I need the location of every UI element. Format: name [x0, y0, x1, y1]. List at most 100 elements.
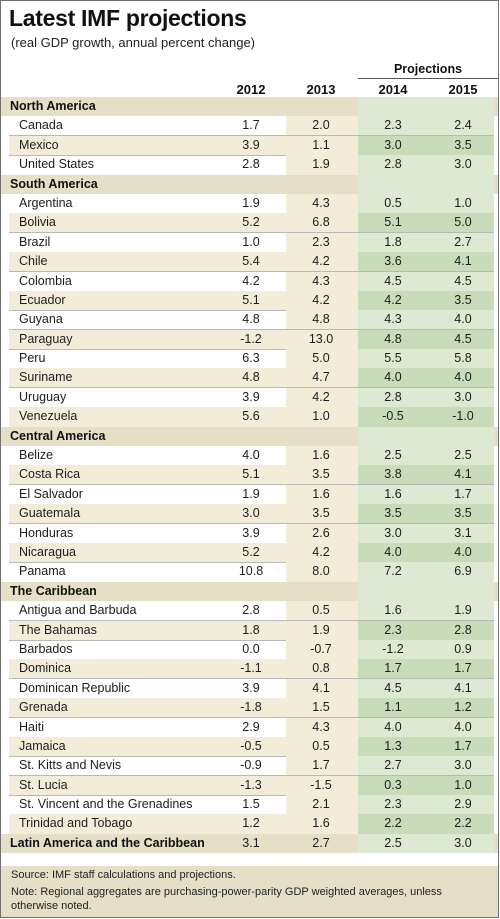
cell-shade	[286, 814, 358, 834]
cell-shade	[358, 504, 494, 524]
cell-shade	[216, 504, 286, 524]
value-2014: 0.5	[384, 195, 402, 210]
cell-shade	[358, 193, 494, 214]
value-2013: 4.7	[312, 370, 330, 385]
total-row: Latin America and the Caribbean 3.1 2.7 2.5…	[1, 833, 498, 854]
cell-shade	[286, 562, 358, 582]
cell-shade	[286, 349, 358, 369]
cell-shade	[358, 465, 494, 485]
row-label-chile: Chile	[19, 254, 48, 269]
row-label-dominican-republic: Dominican Republic	[19, 680, 131, 695]
table-row: The Bahamas 1.8 1.9 2.3 2.8	[1, 620, 498, 641]
value-2014: 4.5	[384, 680, 402, 695]
cell-shade	[358, 271, 494, 291]
cell-shade	[216, 290, 286, 311]
cell-shade	[358, 562, 494, 582]
value-2013: -1.5	[310, 777, 332, 792]
row-label-panama: Panama	[19, 564, 66, 579]
value-2013: 1.9	[312, 157, 330, 172]
value-2013: 6.8	[312, 215, 330, 230]
table-row: Canada 1.7 2.0 2.3 2.4	[1, 116, 498, 137]
row-label-guatemala: Guatemala	[19, 506, 81, 521]
cell-shade	[286, 620, 358, 640]
cell-shade	[216, 620, 286, 640]
cell-shade	[286, 736, 358, 757]
value-2014: 3.5	[384, 506, 402, 521]
value-2012: 4.2	[242, 273, 260, 288]
cell-shade	[358, 310, 494, 330]
table-row: Brazil 1.0 2.3 1.8 2.7	[1, 232, 498, 253]
value-2013: 4.2	[312, 254, 330, 269]
value-2015: 2.2	[454, 816, 472, 831]
cell-shade	[358, 252, 494, 272]
cell-shade	[9, 698, 216, 718]
value-2013: 3.5	[312, 467, 330, 482]
value-2014: 3.6	[384, 254, 402, 269]
chart-subtitle: (real GDP growth, annual percent change)	[11, 35, 256, 50]
value-2012: 2.8	[242, 603, 260, 618]
cell-shade	[216, 465, 286, 485]
table-row: Panama 10.8 8.0 7.2 6.9	[1, 562, 498, 582]
value-2012: 1.9	[242, 486, 260, 501]
total-value-2014: 2.5	[384, 835, 402, 850]
value-2012: 6.3	[242, 351, 260, 366]
value-2013: 1.0	[312, 409, 330, 424]
value-2014: 4.3	[384, 312, 402, 327]
table-row: Suriname 4.8 4.7 4.0 4.0	[1, 368, 498, 389]
row-label-venezuela: Venezuela	[19, 409, 78, 424]
value-2015: 0.9	[454, 641, 472, 656]
cell-shade	[216, 407, 286, 427]
cell-shade	[216, 368, 286, 388]
projections-label: Projections	[393, 62, 463, 76]
value-2015: 5.0	[454, 215, 472, 230]
cell-shade	[216, 659, 286, 679]
figure-header: Latest IMF projections (real GDP growth,…	[1, 1, 498, 97]
cell-shade	[358, 387, 494, 408]
value-2012: 5.1	[242, 467, 260, 482]
value-2013: 4.2	[312, 389, 330, 404]
cell-shade	[286, 523, 358, 543]
value-2015: 4.5	[454, 273, 472, 288]
value-2015: 1.9	[454, 603, 472, 618]
value-2015: 3.0	[454, 157, 472, 172]
cell-shade	[286, 252, 358, 272]
projection-shade	[358, 97, 494, 117]
value-2014: 5.5	[384, 351, 402, 366]
projection-shade	[358, 833, 494, 854]
value-2012: -1.1	[240, 661, 262, 676]
table-row: Chile 5.4 4.2 3.6 4.1	[1, 252, 498, 273]
cell-shade	[216, 775, 286, 796]
projection-shade	[358, 426, 494, 447]
row-label-peru: Peru	[19, 351, 46, 366]
value-2013: 8.0	[312, 564, 330, 579]
total-label: Latin America and the Caribbean	[10, 835, 205, 850]
value-2015: 1.2	[454, 700, 472, 715]
cell-shade	[286, 232, 358, 253]
table-row: Argentina 1.9 4.3 0.5 1.0	[1, 193, 498, 214]
cell-shade	[358, 329, 494, 350]
row-label-honduras: Honduras	[19, 525, 74, 540]
value-2013: 4.2	[312, 544, 330, 559]
row-divider	[9, 639, 494, 641]
value-2014: 2.8	[384, 389, 402, 404]
cell-shade	[9, 775, 216, 796]
projection-shade	[358, 581, 494, 602]
value-2013: 4.3	[312, 719, 330, 734]
row-label-brazil: Brazil	[19, 234, 51, 249]
row-label-dominica: Dominica	[19, 661, 72, 676]
row-divider	[9, 271, 494, 273]
value-2014: 2.3	[384, 622, 402, 637]
section-label: South America	[10, 176, 98, 191]
cell-shade	[9, 659, 216, 679]
row-label-haiti: Haiti	[19, 719, 45, 734]
table-row: Venezuela 5.6 1.0 -0.5 -1.0	[1, 407, 498, 427]
row-label-costa-rica: Costa Rica	[19, 467, 81, 482]
value-2012: -0.5	[240, 738, 262, 753]
column-header-2014: 2014	[378, 82, 408, 97]
cell-shade	[358, 678, 494, 699]
cell-shade	[358, 523, 494, 543]
value-2012: 0.0	[242, 641, 260, 656]
cell-shade	[286, 368, 358, 388]
table-row: Colombia 4.2 4.3 4.5 4.5	[1, 271, 498, 292]
value-2013: 2.1	[312, 797, 330, 812]
